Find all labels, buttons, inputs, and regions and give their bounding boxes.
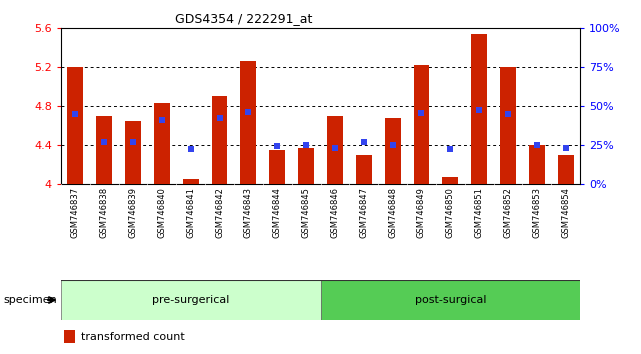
Text: GSM746849: GSM746849 <box>417 187 426 238</box>
Text: GSM746847: GSM746847 <box>359 187 369 238</box>
Text: GSM746854: GSM746854 <box>561 187 570 238</box>
Bar <box>212 96 228 184</box>
Bar <box>385 118 401 184</box>
Bar <box>240 62 256 184</box>
Bar <box>413 65 429 184</box>
Bar <box>558 155 574 184</box>
Bar <box>125 121 141 184</box>
Bar <box>442 177 458 184</box>
Text: GSM746850: GSM746850 <box>445 187 455 238</box>
Bar <box>61 280 320 320</box>
Bar <box>529 145 545 184</box>
Text: transformed count: transformed count <box>81 332 185 342</box>
Text: GSM746846: GSM746846 <box>330 187 340 238</box>
Bar <box>183 179 199 184</box>
Text: GSM746844: GSM746844 <box>272 187 282 238</box>
Text: GSM746838: GSM746838 <box>99 187 109 238</box>
Bar <box>320 280 580 320</box>
Text: GSM746843: GSM746843 <box>244 187 253 238</box>
Text: post-surgical: post-surgical <box>415 295 486 305</box>
Bar <box>269 150 285 184</box>
Text: GSM746841: GSM746841 <box>186 187 196 238</box>
Text: GDS4354 / 222291_at: GDS4354 / 222291_at <box>175 12 312 25</box>
Text: GSM746845: GSM746845 <box>301 187 311 238</box>
Bar <box>67 67 83 184</box>
Text: GSM746839: GSM746839 <box>128 187 138 238</box>
Text: GSM746842: GSM746842 <box>215 187 224 238</box>
Bar <box>500 67 516 184</box>
Bar <box>471 34 487 184</box>
Bar <box>154 103 170 184</box>
Text: GSM746852: GSM746852 <box>503 187 513 238</box>
Text: GSM746848: GSM746848 <box>388 187 397 238</box>
Bar <box>96 116 112 184</box>
Bar <box>327 116 343 184</box>
Text: specimen: specimen <box>3 295 57 305</box>
Text: pre-surgerical: pre-surgerical <box>152 295 229 305</box>
Bar <box>298 148 314 184</box>
Bar <box>64 330 75 343</box>
Text: GSM746837: GSM746837 <box>71 187 80 238</box>
Text: GSM746853: GSM746853 <box>532 187 542 238</box>
Text: GSM746851: GSM746851 <box>474 187 484 238</box>
Bar <box>356 155 372 184</box>
Text: GSM746840: GSM746840 <box>157 187 167 238</box>
